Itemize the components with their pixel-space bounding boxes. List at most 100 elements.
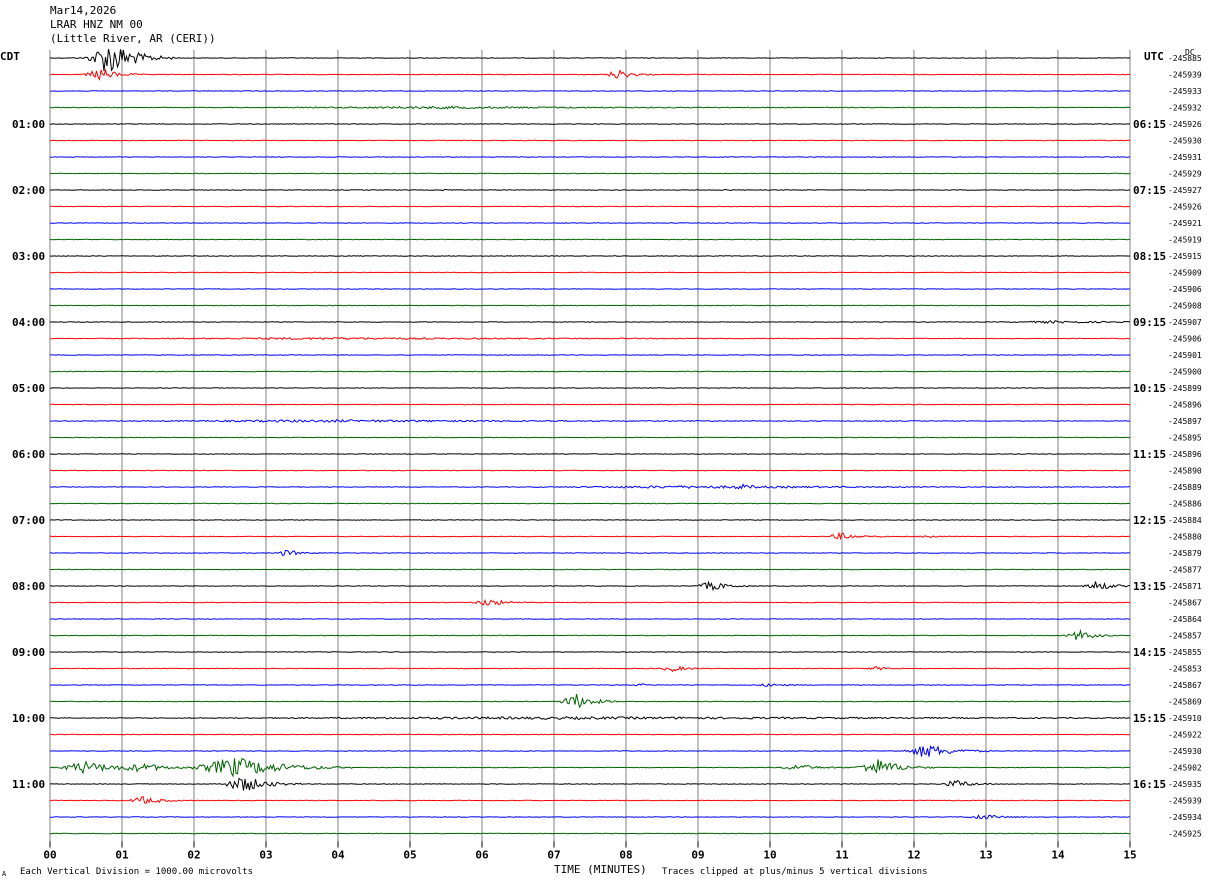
trace-2 [50,90,1131,92]
right-hour-label: 14:15 [1133,646,1166,659]
trace-3 [49,105,1131,110]
dc-offset-labels: -245885 -245939 -245933 -245932 -245926 -2459… [1168,54,1202,839]
station-location: (Little River, AR (CERI)) [50,32,216,45]
x-tick-label-12: 12 [907,849,920,862]
trace-24 [49,453,1131,455]
trace-9 [49,205,1131,208]
x-tick-label-07: 07 [547,849,560,862]
left-hour-label: 02:00 [12,184,45,197]
trace-27 [49,502,1131,505]
corner-mark: A [2,870,7,878]
dc-offset-label: -245869 [1168,698,1202,707]
left-hour-label: 07:00 [12,514,45,527]
dc-offset-label: -245884 [1168,516,1202,525]
left-hour-label: 03:00 [12,250,45,263]
dc-offset-label: -245927 [1168,186,1202,195]
dc-offset-label: -245926 [1168,120,1202,129]
left-hour-label: 09:00 [12,646,45,659]
dc-offset-label: -245855 [1168,648,1202,657]
trace-35 [49,628,1131,640]
dc-offset-label: -245886 [1168,500,1202,509]
x-tick-label-00: 00 [43,849,56,862]
x-tick-label-06: 06 [475,849,489,862]
trace-0 [49,48,1131,72]
trace-39 [50,693,1131,709]
trace-32 [49,580,1130,592]
dc-offset-label: -245939 [1168,797,1202,806]
dc-offset-label: -245853 [1168,665,1202,674]
trace-17 [50,336,1131,341]
right-hour-label: 07:15 [1133,184,1166,197]
x-tick-label-05: 05 [403,849,416,862]
trace-40 [50,715,1131,721]
dc-offset-label: -245890 [1168,467,1202,476]
trace-5 [49,139,1131,142]
right-hour-label: 10:15 [1133,382,1166,395]
right-timezone: UTC [1144,50,1164,63]
dc-offset-label: -245939 [1168,71,1202,80]
dc-offset-label: -245889 [1168,483,1202,492]
seismic-traces [49,48,1131,835]
x-axis-title: TIME (MINUTES) [554,863,647,876]
left-hour-label: 04:00 [12,316,45,329]
trace-1 [49,68,1131,81]
time-grid [49,50,1131,844]
x-tick-label-15: 15 [1123,849,1136,862]
trace-16 [49,320,1131,324]
dc-offset-label: -245871 [1168,582,1202,591]
trace-43 [49,757,1131,778]
dc-offset-label: -245931 [1168,153,1202,162]
dc-offset-label: -245857 [1168,632,1202,641]
trace-11 [49,238,1131,241]
dc-offset-label: -245880 [1168,533,1202,542]
dc-offset-label: -245877 [1168,566,1202,575]
trace-23 [49,436,1131,439]
trace-30 [49,549,1131,556]
left-hour-label: 05:00 [12,382,45,395]
left-hour-label: 10:00 [12,712,45,725]
trace-6 [49,156,1131,158]
dc-offset-label: -245907 [1168,318,1202,327]
dc-offset-label: -245896 [1168,401,1202,410]
left-hour-label: 06:00 [12,448,45,461]
hour-labels: 01:00 06:15 02:00 07:15 03:00 08:15 04:00 09:15… [12,118,1166,791]
x-tick-label-13: 13 [979,849,992,862]
trace-15 [49,304,1131,307]
dc-offset-label: -245935 [1168,780,1202,789]
trace-26 [49,483,1130,490]
trace-34 [49,618,1131,620]
right-hour-label: 13:15 [1133,580,1166,593]
dc-offset-label: -245901 [1168,351,1202,360]
trace-18 [49,354,1131,356]
trace-21 [49,403,1131,406]
dc-offset-label: -245908 [1168,302,1202,311]
dc-offset-label: -245922 [1168,731,1202,740]
dc-offset-label: -245934 [1168,813,1202,822]
dc-offset-label: -245910 [1168,714,1202,723]
right-hour-label: 09:15 [1133,316,1166,329]
trace-10 [49,222,1131,224]
x-tick-label-11: 11 [835,849,849,862]
dc-offset-label: -245896 [1168,450,1202,459]
trace-22 [49,418,1131,423]
dc-offset-label: -245897 [1168,417,1202,426]
trace-13 [49,271,1131,274]
right-hour-label: 11:15 [1133,448,1166,461]
dc-offset-label: -245930 [1168,747,1202,756]
right-hour-label: 16:15 [1133,778,1166,791]
trace-46 [49,814,1131,820]
dc-offset-label: -245885 [1168,54,1202,63]
dc-offset-label: -245900 [1168,368,1202,377]
right-hour-label: 08:15 [1133,250,1166,263]
time-axis: 00 01 02 03 04 05 06 07 08 09 10 11 12 13 14 15 [43,841,1137,862]
trace-37 [49,665,1131,673]
trace-45 [49,795,1131,805]
trace-41 [49,733,1131,736]
right-hour-label: 15:15 [1133,712,1166,725]
dc-offset-label: -245906 [1168,335,1202,344]
dc-label: DC [1185,48,1195,57]
dc-offset-label: -245926 [1168,203,1202,212]
station-code: LRAR HNZ NM 00 [50,18,143,31]
dc-offset-label: -245933 [1168,87,1202,96]
trace-28 [49,519,1131,521]
